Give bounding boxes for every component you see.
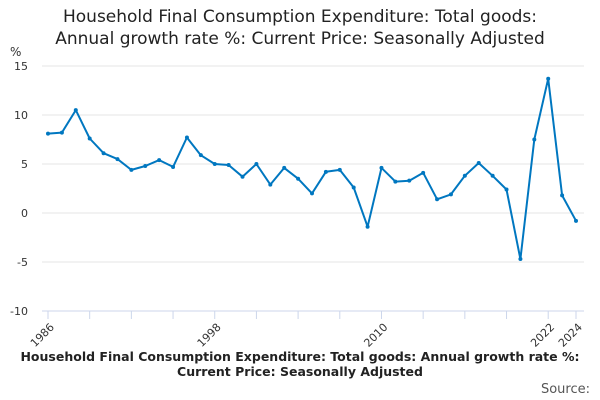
data-point [46,131,50,136]
x-tick-label: 2010 [361,321,390,350]
data-point [254,162,259,166]
chart-title: Household Final Consumption Expenditure:… [0,6,600,50]
data-point [518,257,523,262]
series-line [47,77,577,261]
data-point [546,76,551,81]
data-point [157,158,162,163]
data-point [435,197,440,202]
data-point [490,173,495,178]
y-tick-label: -10 [10,305,28,318]
data-point [337,167,342,172]
data-point [407,178,412,183]
series-title: Household Final Consumption Expenditure:… [20,349,580,379]
y-tick-label: 10 [14,109,28,122]
data-point [296,176,301,181]
data-point [282,165,287,170]
x-tick-label: 2022 [528,321,557,350]
chart-title-line: Household Final Consumption Expenditure:… [62,7,537,27]
data-point [226,162,231,167]
data-point [351,185,356,190]
y-tick-label: -5 [17,256,28,269]
x-tick-label: 1998 [195,321,224,350]
x-tick-label: 2024 [556,321,585,350]
data-point [504,187,509,192]
data-point [73,108,78,113]
data-point [462,173,467,178]
y-tick-label: 0 [21,207,28,220]
x-tick-label: 1986 [28,321,57,350]
data-point [212,162,217,166]
data-point [115,157,120,162]
y-axis-unit: % [10,45,22,59]
data-point [323,169,328,174]
data-point [393,179,398,184]
data-point [448,192,453,197]
data-point [143,163,148,168]
data-point [379,165,384,170]
y-tick-label: 15 [14,60,28,73]
data-point [171,164,176,169]
data-point [184,135,189,140]
data-point [574,218,578,223]
y-tick-label: 5 [21,158,28,171]
data-point [365,224,370,229]
data-point [198,153,203,158]
chart-title-line: Annual growth rate %: Current Price: Sea… [55,29,545,49]
data-point [268,182,273,187]
data-point [101,151,106,156]
data-point [59,130,64,135]
data-point [129,167,134,172]
data-point [476,161,481,166]
data-point [240,174,245,179]
data-point [310,191,314,196]
data-point [560,193,565,198]
data-point [421,170,426,175]
data-point [87,136,92,141]
data-point [532,137,537,142]
source-label: Source: [540,382,590,397]
